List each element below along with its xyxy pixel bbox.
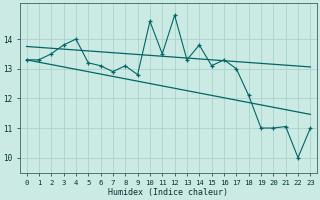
- X-axis label: Humidex (Indice chaleur): Humidex (Indice chaleur): [108, 188, 228, 197]
